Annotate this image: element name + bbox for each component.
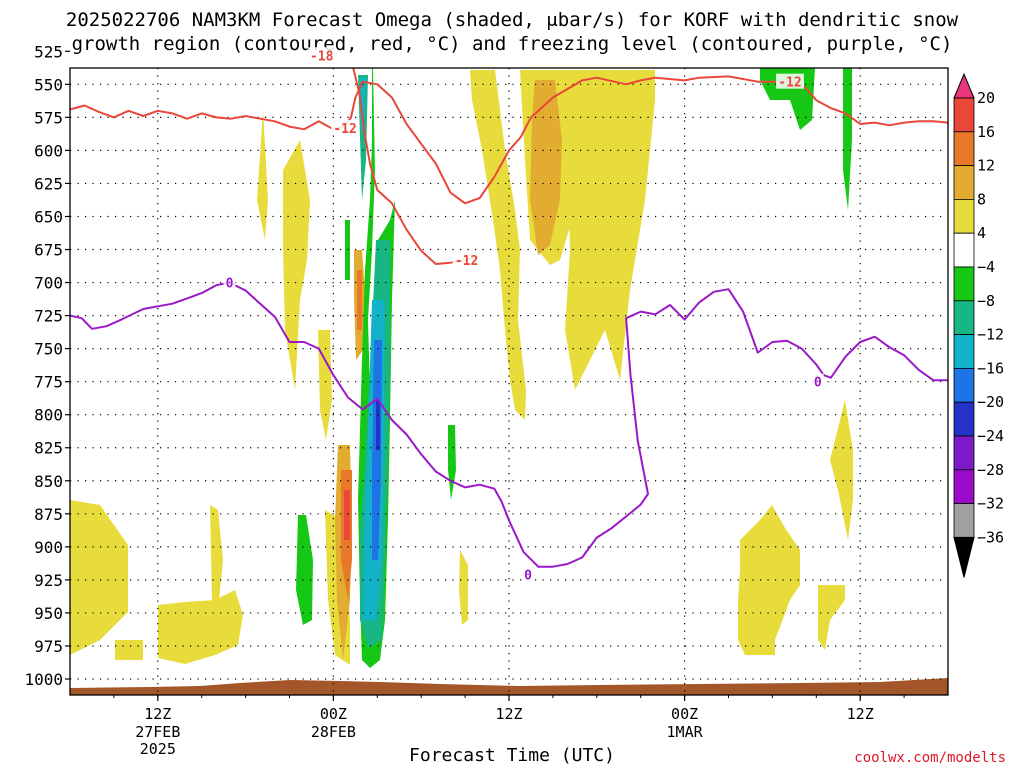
- y-tick-label: 900: [34, 538, 63, 557]
- colorbar-label: −24: [977, 427, 1004, 445]
- colorbar-label: −28: [977, 461, 1004, 479]
- colorbar-label: −12: [977, 326, 1004, 344]
- y-tick-label: 1000: [24, 670, 63, 689]
- omega-positive-16-20: [344, 490, 350, 540]
- contour-label: 0: [226, 277, 234, 292]
- grid-lines: [70, 68, 948, 695]
- colorbar-swatch: [953, 266, 975, 302]
- colorbar-swatch: [953, 435, 975, 471]
- colorbar-swatch: [953, 165, 975, 200]
- omega-negative-20-24: [376, 400, 380, 450]
- y-tick-label: 575: [34, 108, 63, 127]
- y-tick-label: 700: [34, 274, 63, 293]
- contour-label-bg: [307, 47, 336, 63]
- contour-label-bg: [522, 566, 535, 582]
- colorbar-label: −8: [977, 292, 995, 310]
- colorbar-label: −20: [977, 393, 1004, 411]
- x-tick-label: 00Z: [320, 705, 347, 723]
- x-tick-label: 12Z: [495, 705, 522, 723]
- y-tick-label: 775: [34, 373, 63, 392]
- x-tick-label: 12Z: [144, 705, 171, 723]
- contour-label: 0: [524, 569, 532, 584]
- colorbar-label: 12: [977, 157, 995, 175]
- y-tick-label: 975: [34, 637, 63, 656]
- y-axis: 525 550 575 600 625 650 675 700 725 750 775 800 825 8…: [24, 42, 70, 689]
- y-tick-label: 625: [34, 174, 63, 193]
- colorbar-top-arrow: [953, 72, 975, 99]
- contour-label-bg: [775, 73, 804, 89]
- y-tick-label: 650: [34, 207, 63, 226]
- colorbar-swatch: [953, 131, 975, 167]
- colorbar-label: 4: [977, 224, 986, 242]
- y-tick-label: 800: [34, 406, 63, 425]
- x-axis-title: Forecast Time (UTC): [409, 745, 615, 766]
- contour-label: -12: [778, 76, 801, 91]
- contour-label: -12: [455, 254, 478, 269]
- y-tick-label: 950: [34, 604, 63, 623]
- colorbar-swatch: [953, 334, 975, 369]
- chart-title-line1: 2025022706 NAM3KM Forecast Omega (shaded…: [65, 9, 959, 31]
- colorbar-label: −4: [977, 258, 995, 276]
- y-tick-label: 825: [34, 439, 63, 458]
- colorbar-label: −16: [977, 359, 1004, 377]
- colorbar-label: 16: [977, 123, 995, 141]
- y-tick-label: 750: [34, 340, 63, 359]
- colorbar-swatch: [953, 469, 975, 504]
- contour-label-bg: [331, 119, 360, 135]
- colorbar-swatch: [953, 300, 975, 335]
- y-tick-label: 675: [34, 241, 63, 260]
- y-tick-label: 725: [34, 307, 63, 326]
- colorbar-swatch: [953, 232, 975, 268]
- contour-labels: -18 -12 -12 -12 0 0 0: [223, 47, 824, 584]
- colorbar-label: −32: [977, 495, 1004, 513]
- x-tick-date: 1MAR: [667, 723, 704, 741]
- contour-label-bg: [452, 252, 481, 268]
- x-tick-label: 00Z: [671, 705, 698, 723]
- omega-positive-12-16: [341, 270, 362, 600]
- colorbar-swatch: [953, 401, 975, 437]
- contour-label: 0: [814, 376, 822, 391]
- y-tick-label: 550: [34, 75, 63, 94]
- omega-positive-4-8: [70, 70, 853, 665]
- colorbar-swatch: [953, 198, 975, 234]
- colorbar-bottom-arrow: [953, 536, 975, 578]
- x-tick-date: 28FEB: [311, 723, 356, 741]
- contour-label-bg: [223, 274, 236, 290]
- y-tick-label: 525: [34, 42, 63, 61]
- colorbar-swatch: [953, 97, 975, 133]
- x-tick-label: 12Z: [847, 705, 874, 723]
- contour-line: [70, 75, 948, 205]
- x-tick-date: 27FEB: [135, 723, 180, 741]
- x-tick-year: 2025: [140, 740, 176, 758]
- colorbar-label: −36: [977, 528, 1004, 546]
- colorbar-swatch: [953, 367, 975, 403]
- colorbar-label: 20: [977, 89, 995, 107]
- contour-label: -18: [310, 49, 334, 64]
- plot-frame: [69, 67, 949, 696]
- colorbar: 20 16 12 8 4 −4 −8 −12 −16 −20 −24 −28 −32 −36: [953, 72, 1004, 578]
- y-tick-label: 925: [34, 571, 63, 590]
- y-tick-label: 875: [34, 505, 63, 524]
- colorbar-swatch: [953, 503, 975, 538]
- contour-label-bg: [811, 373, 824, 389]
- contour-line: [352, 68, 478, 265]
- terrain-below-ground: [70, 678, 948, 695]
- colorbar-label: 8: [977, 190, 986, 208]
- source-credit: coolwx.com/modelts: [854, 750, 1006, 766]
- contour-label: -12: [333, 122, 356, 137]
- y-tick-label: 600: [34, 141, 63, 160]
- y-tick-label: 850: [34, 472, 63, 491]
